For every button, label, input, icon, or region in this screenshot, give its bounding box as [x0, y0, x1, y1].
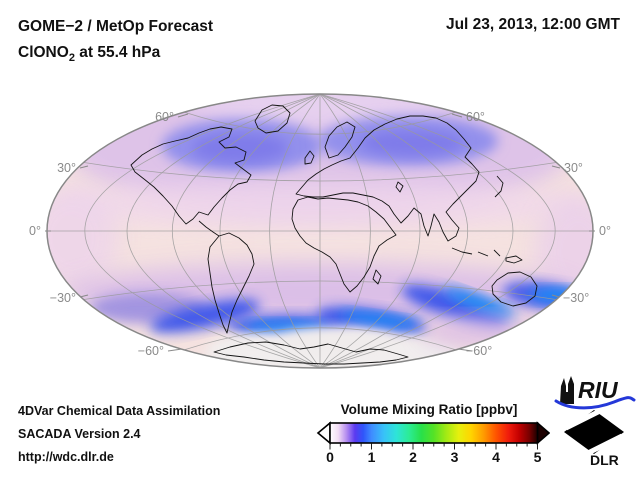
colorbar-title: Volume Mixing Ratio [ppbv]: [340, 402, 518, 417]
colorbar-scale: [316, 421, 550, 450]
lat-label-right-m60: −60°: [466, 344, 492, 358]
lat-label-left-m30: −30°: [50, 291, 76, 305]
riu-cathedral-icon: [560, 376, 574, 404]
pressure-level: at 55.4 hPa: [74, 44, 161, 61]
riu-logo: RIU: [554, 376, 636, 410]
colorbar-underflow-arrow: [316, 421, 331, 445]
lat-label-right-m30: −30°: [563, 291, 589, 305]
colorbar-overflow-arrow: [536, 421, 550, 445]
timestamp: Jul 23, 2013, 12:00 GMT: [445, 16, 620, 33]
concentration-field: [47, 94, 593, 368]
lat-label-left-m60: −60°: [138, 344, 164, 358]
colorbar-tick-label-1: 1: [367, 449, 376, 465]
riu-logo-text: RIU: [578, 377, 619, 403]
colorbar-gradient-bar: [329, 422, 539, 444]
credit-line-assimilation: 4DVar Chemical Data Assimilation: [18, 404, 221, 418]
dlr-logo: DLR: [564, 408, 624, 468]
latitude-labels: 60° 30° 0° −30° −60° 60° 30° 0° −30° −60…: [29, 110, 611, 358]
riu-wave-icon: [554, 396, 636, 410]
lat-label-right-60: 60°: [466, 110, 485, 124]
dlr-logo-text: DLR: [590, 452, 619, 468]
colorbar-tick-label-0: 0: [326, 449, 334, 465]
lat-label-left-60: 60°: [155, 110, 174, 124]
species-level-line: ClONO2 at 55.4 hPa: [18, 40, 213, 71]
lat-label-right-0: 0°: [599, 224, 611, 238]
lat-label-left-0: 0°: [29, 224, 41, 238]
colorbar-tick-label-4: 4: [492, 449, 500, 465]
colorbar-tick-label-2: 2: [409, 449, 417, 465]
colorbar-ticks: [329, 443, 538, 450]
credit-line-url: http://wdc.dlr.de: [18, 450, 114, 464]
graticule-grid: [47, 94, 593, 368]
colorbar: Volume Mixing Ratio [ppbv] 0 1 2 3 4 5: [308, 400, 550, 470]
dlr-emblem-icon: [564, 408, 624, 456]
species-subscript: 2: [68, 52, 75, 65]
colorbar-tick-labels: 0 1 2 3 4 5: [308, 449, 550, 465]
credit-line-version: SACADA Version 2.4: [18, 427, 141, 441]
species-name: ClONO: [18, 44, 69, 61]
forecast-title: GOME−2 / MetOp Forecast: [18, 18, 214, 35]
colorbar-tick-label-3: 3: [450, 449, 459, 465]
lat-label-right-30: 30°: [564, 161, 583, 175]
coastlines: [130, 104, 566, 365]
colorbar-tick-label-5: 5: [533, 449, 542, 465]
lat-label-left-30: 30°: [57, 161, 76, 175]
figure-title-block: GOME−2 / MetOp Forecast ClONO2 at 55.4 h…: [18, 14, 213, 71]
latitude-ticks: [45, 113, 595, 352]
credits-block: 4DVar Chemical Data Assimilation SACADA …: [18, 400, 220, 469]
